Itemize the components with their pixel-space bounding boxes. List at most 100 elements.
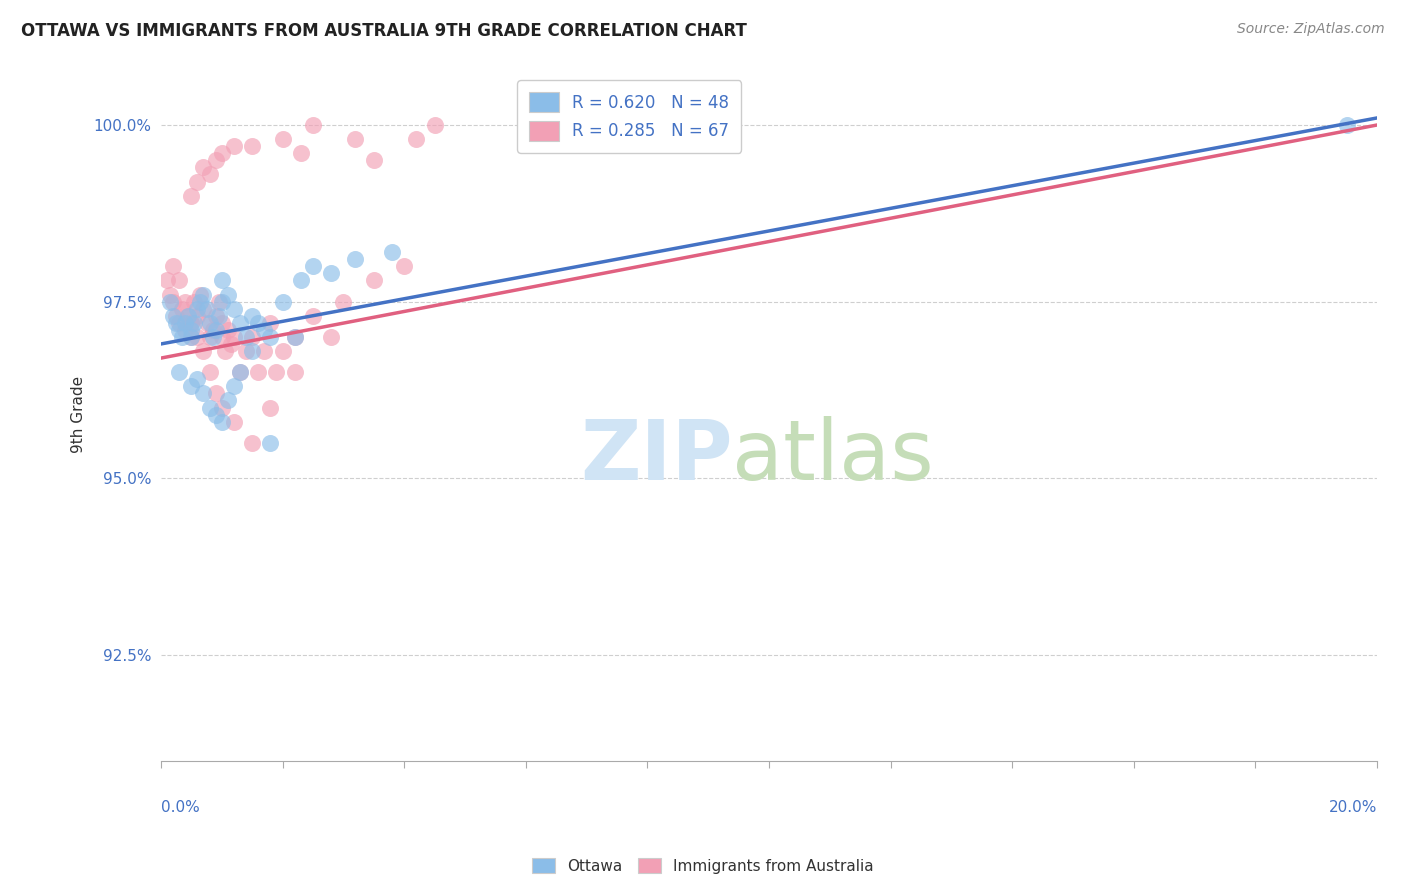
Point [198,316,221,330]
Point [186,372,208,386]
Point [156,273,179,287]
Point [167,316,190,330]
Point [217,287,239,301]
Point [180,188,202,202]
Point [211,316,233,330]
Point [214,344,236,359]
Point [190,294,212,309]
Point [208,294,231,309]
Legend: R = 0.620   N = 48, R = 0.285   N = 67: R = 0.620 N = 48, R = 0.285 N = 67 [517,80,741,153]
Point [211,294,233,309]
Point [180,379,202,393]
Point [217,393,239,408]
Point [381,245,404,260]
Point [284,330,307,344]
Point [363,273,385,287]
Point [162,260,184,274]
Y-axis label: 9th Grade: 9th Grade [72,376,86,453]
Point [240,309,263,323]
Point [290,146,312,161]
Point [186,301,208,316]
Point [344,252,367,267]
Point [222,330,245,344]
Point [211,330,233,344]
Point [190,287,212,301]
Point [290,273,312,287]
Point [183,316,205,330]
Point [180,330,202,344]
Point [219,337,242,351]
Point [180,316,202,330]
Point [211,415,233,429]
Point [208,309,231,323]
Point [167,273,190,287]
Point [198,168,221,182]
Point [235,330,257,344]
Point [222,301,245,316]
Point [198,330,221,344]
Point [405,132,427,146]
Point [180,323,202,337]
Point [259,316,281,330]
Point [247,365,270,379]
Point [186,330,208,344]
Point [201,323,224,337]
Point [193,301,215,316]
Point [180,316,202,330]
Point [266,365,288,379]
Point [172,330,194,344]
Point [253,344,276,359]
Point [217,323,239,337]
Point [392,260,415,274]
Point [332,294,354,309]
Point [259,401,281,415]
Point [193,386,215,401]
Point [159,287,181,301]
Point [302,309,325,323]
Point [174,294,197,309]
Point [211,146,233,161]
Point [204,408,226,422]
Point [211,273,233,287]
Point [240,139,263,153]
Text: ZIP: ZIP [579,416,733,497]
Point [321,266,343,280]
Point [222,139,245,153]
Point [222,415,245,429]
Point [321,330,343,344]
Point [198,401,221,415]
Point [193,344,215,359]
Legend: Ottawa, Immigrants from Australia: Ottawa, Immigrants from Australia [526,852,880,880]
Point [172,301,194,316]
Point [204,386,226,401]
Point [193,287,215,301]
Point [180,330,202,344]
Point [222,379,245,393]
Text: 20.0%: 20.0% [1329,799,1376,814]
Point [247,316,270,330]
Point [211,401,233,415]
Point [201,330,224,344]
Point [235,344,257,359]
Point [240,435,263,450]
Point [177,309,200,323]
Point [259,435,281,450]
Point [240,344,263,359]
Point [177,309,200,323]
Point [162,294,184,309]
Point [344,132,367,146]
Point [174,316,197,330]
Point [271,344,294,359]
Point [167,365,190,379]
Point [193,161,215,175]
Point [1336,118,1358,132]
Point [165,309,187,323]
Point [423,118,446,132]
Point [271,294,294,309]
Point [165,316,187,330]
Point [195,316,218,330]
Point [186,309,208,323]
Point [204,153,226,168]
Point [271,132,294,146]
Point [240,330,263,344]
